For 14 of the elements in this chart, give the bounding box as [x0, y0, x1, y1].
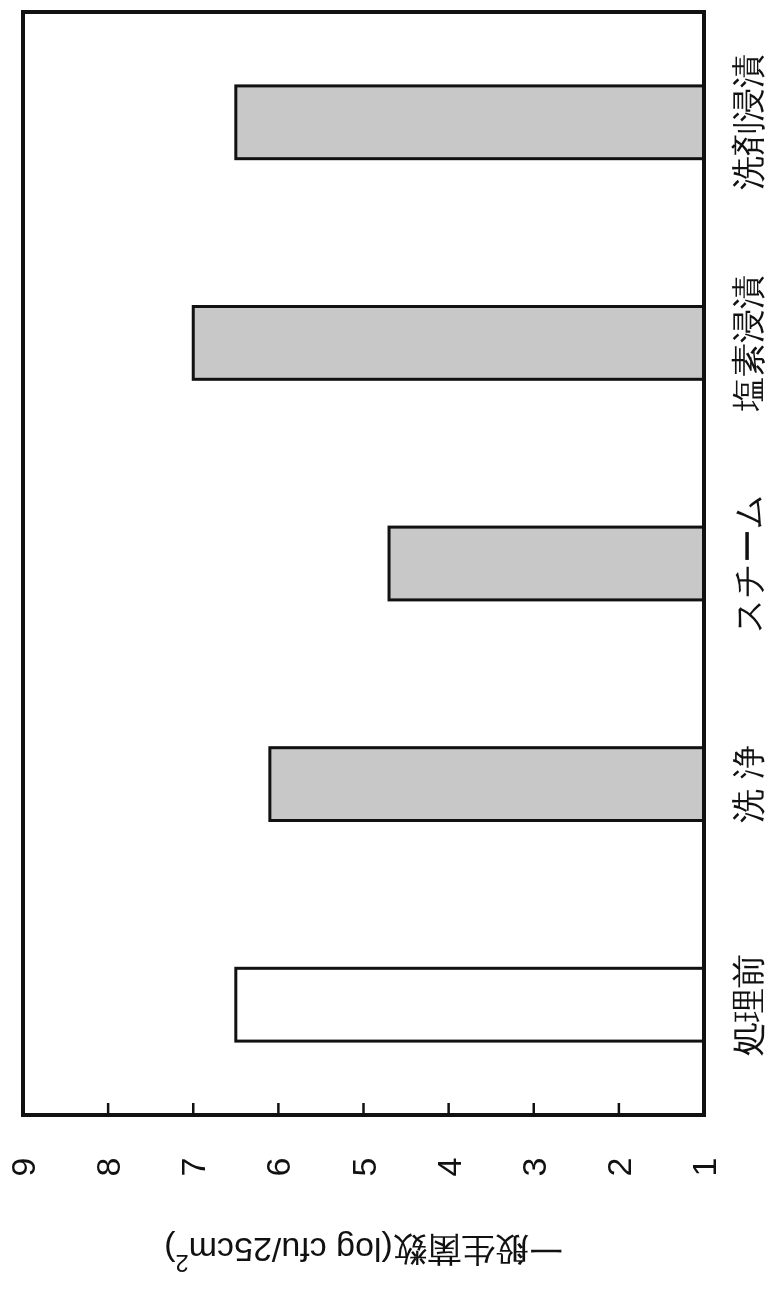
- y-tick-label: 処理前: [729, 953, 767, 1056]
- x-tick-label: 9: [4, 1157, 42, 1177]
- x-tick-label: 8: [89, 1157, 128, 1177]
- y-tick-label: 洗剤浸漬: [729, 54, 767, 191]
- x-tick-label: 4: [429, 1157, 468, 1177]
- y-tick-label: 洗 浄: [729, 745, 767, 823]
- x-tick-label: 1: [685, 1157, 723, 1177]
- x-tick-label: 3: [514, 1157, 553, 1177]
- x-tick-label: 6: [259, 1157, 298, 1177]
- y-tick-label: 塩素浸漬: [729, 274, 767, 412]
- y-tick-label: スチーム: [729, 494, 767, 633]
- x-tick-label: 5: [344, 1157, 383, 1177]
- x-tick-label: 7: [174, 1157, 213, 1177]
- x-tick-label: 2: [599, 1157, 638, 1177]
